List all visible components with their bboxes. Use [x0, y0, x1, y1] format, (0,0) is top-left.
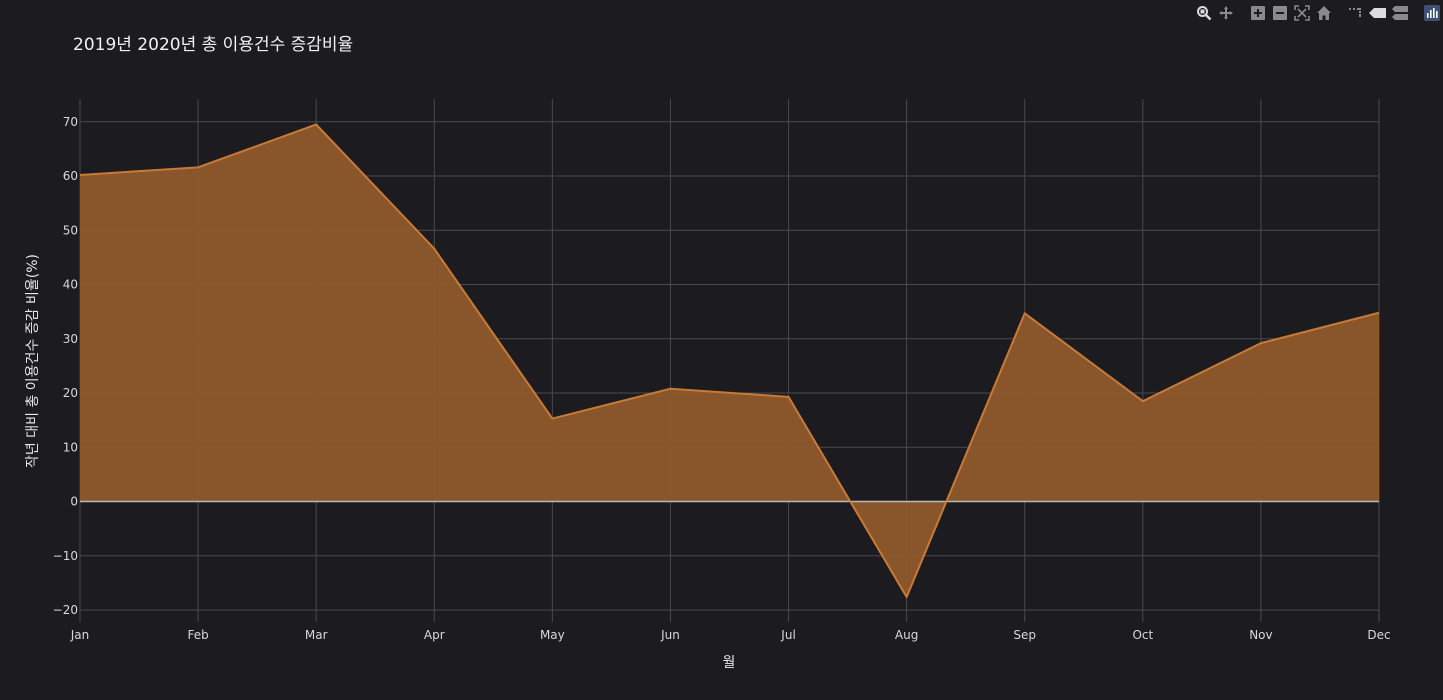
data-point-aug[interactable] — [904, 594, 910, 600]
data-point-sep[interactable] — [1022, 310, 1028, 316]
zoom-out-icon[interactable] — [1269, 4, 1291, 22]
y-tick-label: −20 — [53, 603, 78, 617]
y-axis-title: 작년 대비 총 이용건수 증감 비율(%) — [25, 254, 41, 468]
y-tick-label: 0 — [70, 495, 78, 509]
x-tick-label: Sep — [1013, 628, 1036, 642]
y-tick-label: 30 — [63, 332, 78, 346]
data-point-oct[interactable] — [1140, 398, 1146, 404]
reset-axes-icon[interactable] — [1313, 4, 1335, 22]
hover-compare-icon[interactable] — [1389, 4, 1411, 22]
data-point-apr[interactable] — [431, 246, 437, 252]
data-point-dec[interactable] — [1376, 310, 1382, 316]
data-point-may[interactable] — [549, 416, 555, 422]
x-tick-label: Dec — [1367, 628, 1390, 642]
x-tick-label: Jun — [660, 628, 680, 642]
series-line — [79, 123, 1380, 599]
y-tick-label: 40 — [63, 278, 78, 292]
data-point-nov[interactable] — [1258, 340, 1264, 346]
spike-lines-icon[interactable] — [1345, 4, 1367, 22]
data-point-mar[interactable] — [313, 121, 319, 127]
x-tick-label: Jan — [70, 628, 90, 642]
x-axis-title: 월 — [723, 655, 736, 671]
modebar — [1193, 3, 1443, 23]
y-tick-label: 10 — [63, 440, 78, 454]
x-tick-label: May — [540, 628, 565, 642]
x-tick-label: Aug — [895, 628, 918, 642]
x-axis-ticks: Jan Feb Mar Apr May Jun Jul Aug Sep Oct Nov Dec — [70, 628, 1391, 642]
x-tick-label: Oct — [1132, 628, 1153, 642]
x-tick-label: Mar — [305, 628, 328, 642]
y-axis-ticks: −20 −10 0 10 20 30 40 50 60 70 — [53, 115, 78, 617]
chart-title: 2019년 2020년 총 이용건수 증감비율 — [73, 35, 354, 55]
hover-closest-icon[interactable] — [1367, 4, 1389, 22]
x-tick-label: Apr — [424, 628, 445, 642]
plotly-logo-icon[interactable] — [1421, 4, 1443, 22]
autoscale-icon[interactable] — [1291, 4, 1313, 22]
zoom-in-icon[interactable] — [1247, 4, 1269, 22]
y-tick-label: 50 — [63, 223, 78, 237]
data-point-jun[interactable] — [667, 386, 673, 392]
data-point-feb[interactable] — [195, 164, 201, 170]
pan-icon[interactable] — [1215, 4, 1237, 22]
area-fill — [80, 124, 1379, 598]
y-tick-label: 70 — [63, 115, 78, 129]
y-tick-label: 20 — [63, 386, 78, 400]
x-tick-label: Feb — [187, 628, 208, 642]
y-tick-label: 60 — [63, 169, 78, 183]
y-tick-label: −10 — [53, 549, 78, 563]
area-series — [79, 121, 1382, 600]
x-tick-label: Jul — [780, 628, 795, 642]
data-point-jul[interactable] — [786, 394, 792, 400]
zoom-icon[interactable] — [1193, 4, 1215, 22]
x-tick-label: Nov — [1249, 628, 1272, 642]
